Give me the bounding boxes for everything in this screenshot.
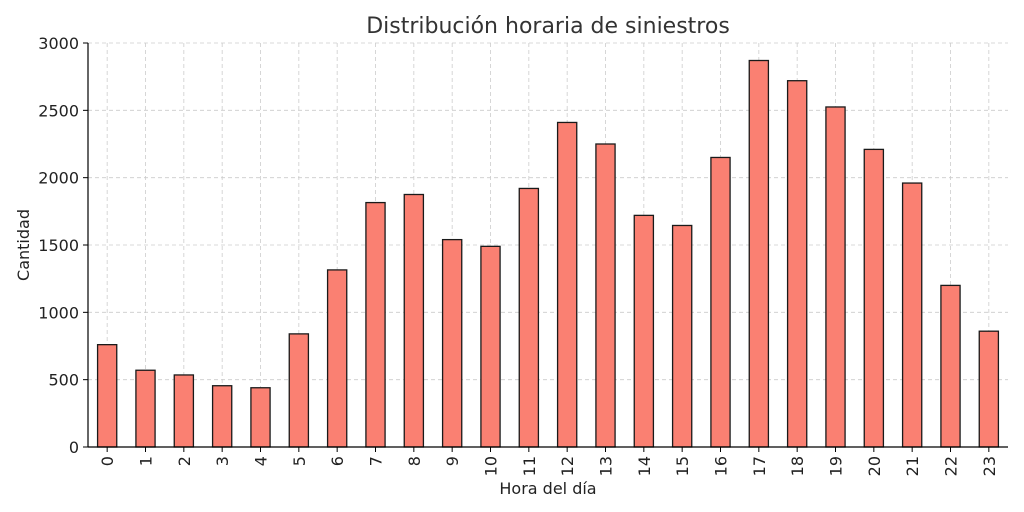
x-tick-label: 11 (520, 456, 539, 476)
bar-hour-21 (901, 182, 923, 448)
y-tick-label: 2500 (38, 101, 79, 120)
x-tick-label: 3 (213, 456, 232, 466)
bar-hour-5 (288, 333, 310, 448)
x-tick-label: 6 (328, 456, 347, 466)
x-tick-label: 22 (942, 456, 961, 476)
bar-hour-18 (786, 80, 808, 448)
x-tick-label: 0 (98, 456, 117, 466)
bar-hour-0 (96, 344, 118, 448)
bar-hour-6 (326, 269, 348, 448)
chart-title: Distribución horaria de siniestros (366, 14, 730, 39)
bar-hour-20 (863, 148, 885, 448)
bar-hour-22 (940, 284, 961, 448)
bar-hour-9 (441, 238, 463, 448)
x-tick-label: 13 (597, 456, 616, 476)
x-tick-label: 18 (788, 456, 807, 476)
bar-hour-1 (135, 369, 156, 448)
y-tick-label: 3000 (38, 34, 79, 53)
x-tick-label: 12 (558, 456, 577, 476)
axes (83, 42, 1008, 452)
x-tick-label: 4 (252, 456, 271, 466)
x-axis-label: Hora del día (499, 479, 596, 498)
bar-hour-14 (633, 214, 655, 448)
bar-hour-12 (556, 121, 578, 448)
bar-hour-2 (173, 374, 195, 448)
bar-hour-11 (518, 187, 540, 448)
bar-hour-23 (978, 330, 1000, 448)
y-tick-label: 0 (69, 438, 79, 457)
y-tick-label: 1500 (38, 236, 79, 255)
x-tick-label: 2 (175, 456, 194, 466)
x-tick-label: 15 (673, 456, 692, 476)
y-tick-label: 500 (48, 371, 79, 390)
y-tick-label: 1000 (38, 303, 79, 322)
x-tick-label: 9 (443, 456, 462, 466)
bar-hour-4 (250, 387, 271, 448)
bar-hour-15 (671, 224, 693, 448)
bar-hour-3 (211, 385, 233, 448)
x-tick-label: 14 (635, 456, 654, 476)
x-tick-label: 19 (827, 456, 846, 476)
x-tick-label: 20 (865, 456, 884, 476)
x-tick-label: 17 (750, 456, 769, 476)
x-tick-label: 1 (137, 456, 156, 466)
bar-hour-16 (710, 156, 731, 448)
x-tick-label: 10 (482, 456, 501, 476)
bar-hour-13 (595, 143, 616, 448)
bar-hour-8 (403, 193, 425, 448)
bar-hour-17 (748, 59, 770, 448)
bars (96, 59, 1000, 448)
x-tick-label: 21 (903, 456, 922, 476)
x-tick-label: 5 (290, 456, 309, 466)
y-tick-label: 2000 (38, 169, 79, 188)
x-tick-label: 16 (712, 456, 731, 476)
bar-hour-7 (365, 201, 386, 448)
x-tick-label: 8 (405, 456, 424, 466)
x-tick-label: 7 (367, 456, 386, 466)
x-tick-label: 23 (980, 456, 999, 476)
bar-hour-19 (825, 106, 846, 448)
bar-hour-10 (480, 245, 501, 448)
y-axis-label: Cantidad (14, 209, 33, 281)
